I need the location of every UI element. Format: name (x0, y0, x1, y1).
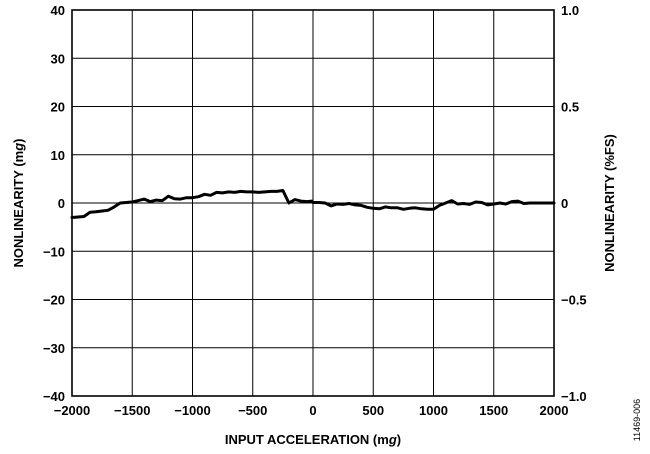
x-tick-labels: −2000 −1500 −1000 −500 0 500 1000 1500 2000 (54, 403, 569, 418)
series-layer (70, 189, 556, 219)
y2-tick-labels: 1.0 0.5 0 −0.5 −1.0 (561, 3, 587, 404)
x-tick-label: −2000 (54, 403, 91, 418)
y2-tick-label: 0 (561, 196, 568, 211)
y-tick-label: −10 (43, 244, 65, 259)
x-tick-label: 0 (309, 403, 316, 418)
y-tick-label: 40 (51, 3, 65, 18)
y-tick-label: 10 (51, 148, 65, 163)
figure-id: 11469-006 (632, 399, 642, 441)
y-tick-label: −20 (43, 293, 65, 308)
x-axis-label: INPUT ACCELERATION (mg) (225, 432, 401, 447)
series-line-0 (70, 189, 556, 219)
y-axis-label: NONLINEARITY (mg) (11, 138, 26, 267)
plot-frame (71, 9, 555, 397)
x-tick-label: 1500 (479, 403, 508, 418)
x-tick-label: −500 (238, 403, 267, 418)
y-tick-label: −30 (43, 341, 65, 356)
x-tick-label: 500 (362, 403, 384, 418)
y-tick-label: −40 (43, 389, 65, 404)
y2-tick-label: 0.5 (561, 100, 579, 115)
x-tick-label: −1000 (174, 403, 211, 418)
y2-tick-label: 1.0 (561, 3, 579, 18)
y2-tick-label: −0.5 (561, 293, 587, 308)
y-tick-label: 30 (51, 51, 65, 66)
x-tick-label: 2000 (540, 403, 569, 418)
y-tick-label: 20 (51, 100, 65, 115)
x-tick-label: 1000 (419, 403, 448, 418)
x-tick-label: −1500 (114, 403, 151, 418)
y2-axis-label: NONLINEARITY (%FS) (602, 134, 617, 272)
y2-tick-label: −1.0 (561, 389, 587, 404)
y-tick-labels: 40 30 20 10 0 −10 −20 −30 −40 (43, 3, 65, 404)
y-tick-label: 0 (58, 196, 65, 211)
